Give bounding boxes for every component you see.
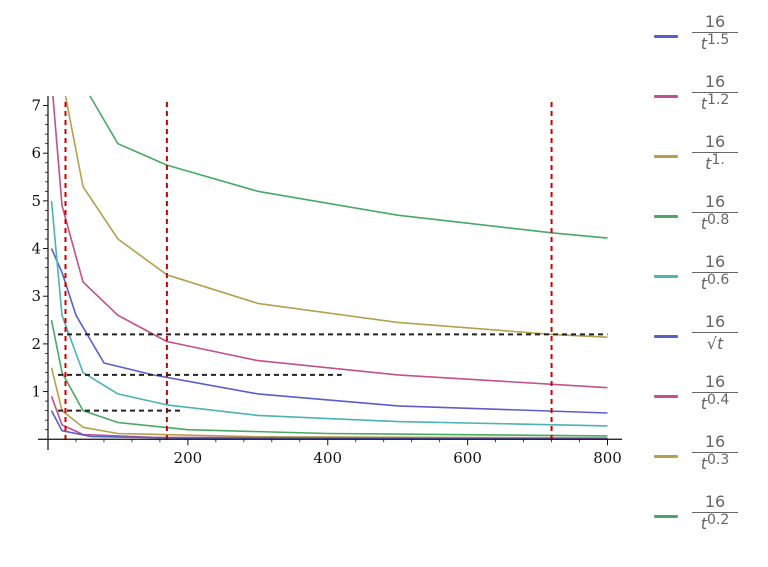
legend-base: t <box>700 454 707 473</box>
legend-denominator: t0.4 <box>690 392 740 414</box>
curves-layer <box>50 95 608 440</box>
legend-label: 16 t1. <box>690 132 740 174</box>
legend-exponent: 1.5 <box>707 32 730 48</box>
legend-item: 16 t0.4 <box>650 372 760 432</box>
legend-denominator: t1.2 <box>690 92 740 114</box>
legend-exponent: 1.2 <box>707 92 730 108</box>
legend-denominator: t0.3 <box>690 452 740 474</box>
legend-swatch <box>654 155 678 158</box>
curve-8 <box>50 396 608 440</box>
fraction-bar <box>692 512 738 513</box>
x-tick-label-600: 600 <box>453 449 482 467</box>
legend-base: t <box>705 154 712 173</box>
legend-denominator: √t <box>690 334 740 354</box>
legend-item: 16 t0.8 <box>650 192 760 252</box>
legend-label: 16 t0.4 <box>690 372 740 414</box>
legend-exponent: 0.4 <box>707 392 730 408</box>
legend-item: 16 t1.5 <box>650 12 760 72</box>
legend-numerator: 16 <box>704 252 726 271</box>
legend-label: 16 t0.8 <box>690 192 740 234</box>
legend-swatch <box>654 215 678 218</box>
legend-denominator: t1. <box>690 152 740 174</box>
legend-item: 16 t0.3 <box>650 432 760 492</box>
chart-legend: 16 t1.5 16 t1.2 16 t1. 16 t0.8 16 t0.6 16 √t 16 t0.4 1… <box>650 12 760 552</box>
y-tick-label-2: 2 <box>31 335 41 353</box>
legend-base: t <box>700 514 707 533</box>
legend-base: t <box>700 274 707 293</box>
legend-numerator: 16 <box>704 12 726 31</box>
legend-denominator: t1.5 <box>690 32 740 54</box>
curve-1 <box>50 248 608 414</box>
curve-9 <box>50 410 608 440</box>
fraction-bar <box>692 332 738 333</box>
legend-exponent: 0.2 <box>707 512 730 528</box>
legend-label: 16 √t <box>690 312 740 354</box>
y-tick-label-1: 1 <box>31 383 41 401</box>
legend-swatch <box>654 35 678 38</box>
fraction-bar <box>692 152 738 153</box>
legend-exponent: 1. <box>711 152 725 168</box>
y-tick-label-4: 4 <box>31 240 41 258</box>
legend-item: 16 t0.6 <box>650 252 760 312</box>
axes-layer: 200 400 600 800 1 2 3 4 5 6 7 <box>31 96 622 467</box>
legend-label: 16 t0.6 <box>690 252 740 294</box>
legend-exponent: 0.6 <box>707 272 730 288</box>
legend-numerator: 16 <box>704 72 726 91</box>
legend-exponent: 0.3 <box>707 452 730 468</box>
legend-swatch <box>654 275 678 278</box>
legend-label: 16 t0.3 <box>690 432 740 474</box>
legend-base: √t <box>706 334 724 353</box>
x-tick-label-400: 400 <box>313 449 342 467</box>
fraction-bar <box>692 452 738 453</box>
legend-numerator: 16 <box>704 132 726 151</box>
curve-6 <box>50 319 608 437</box>
y-tick-label-3: 3 <box>31 287 41 305</box>
y-tick-label-5: 5 <box>31 192 41 210</box>
legend-item: 16 √t <box>650 312 760 372</box>
curve-5 <box>50 200 608 427</box>
chart-plot-area: 200 400 600 800 1 2 3 4 5 6 7 <box>31 95 622 467</box>
legend-swatch <box>654 515 678 518</box>
legend-denominator: t0.6 <box>690 272 740 294</box>
curve-2 <box>52 95 608 389</box>
fraction-bar <box>692 392 738 393</box>
legend-label: 16 t0.2 <box>690 492 740 534</box>
y-tick-label-7: 7 <box>31 97 41 115</box>
legend-exponent: 0.8 <box>707 212 730 228</box>
legend-swatch <box>654 335 678 338</box>
y-tick-label-6: 6 <box>31 144 41 162</box>
x-tick-label-800: 800 <box>593 449 622 467</box>
legend-item: 16 t1.2 <box>650 72 760 132</box>
legend-base: t <box>700 34 707 53</box>
legend-item: 16 t1. <box>650 132 760 192</box>
legend-denominator: t0.2 <box>690 512 740 534</box>
legend-swatch <box>654 395 678 398</box>
fraction-bar <box>692 212 738 213</box>
legend-numerator: 16 <box>704 312 726 331</box>
legend-item: 16 t0.2 <box>650 492 760 552</box>
legend-swatch <box>654 95 678 98</box>
legend-base: t <box>700 94 707 113</box>
x-tick-label-200: 200 <box>174 449 203 467</box>
fraction-bar <box>692 32 738 33</box>
legend-numerator: 16 <box>704 492 726 511</box>
legend-denominator: t0.8 <box>690 212 740 234</box>
legend-base: t <box>700 394 707 413</box>
fraction-bar <box>692 92 738 93</box>
reference-lines-layer <box>58 102 608 442</box>
legend-label: 16 t1.5 <box>690 12 740 54</box>
fraction-bar <box>692 272 738 273</box>
legend-base: t <box>700 214 707 233</box>
curve-7 <box>50 367 608 439</box>
legend-numerator: 16 <box>704 372 726 391</box>
legend-numerator: 16 <box>704 432 726 451</box>
legend-label: 16 t1.2 <box>690 72 740 114</box>
legend-swatch <box>654 455 678 458</box>
legend-numerator: 16 <box>704 192 726 211</box>
curve-3 <box>64 95 608 338</box>
